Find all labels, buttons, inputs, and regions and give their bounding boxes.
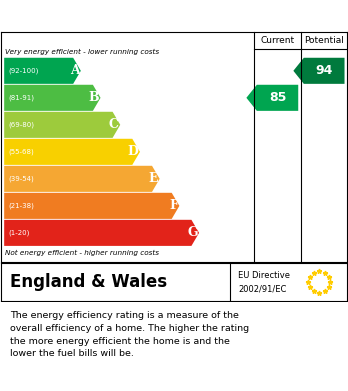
Polygon shape [293, 58, 345, 84]
Polygon shape [246, 85, 298, 111]
Text: A: A [70, 64, 79, 77]
Text: Current: Current [260, 36, 295, 45]
Text: (69-80): (69-80) [8, 122, 34, 128]
Polygon shape [4, 85, 101, 111]
Text: C: C [109, 118, 119, 131]
Text: (92-100): (92-100) [8, 68, 39, 74]
Text: (21-38): (21-38) [8, 203, 34, 209]
Polygon shape [4, 58, 81, 84]
Text: F: F [169, 199, 178, 212]
Polygon shape [4, 166, 160, 192]
Text: E: E [149, 172, 158, 185]
Polygon shape [4, 193, 179, 219]
Text: B: B [88, 91, 99, 104]
Text: England & Wales: England & Wales [10, 273, 168, 291]
Text: Not energy efficient - higher running costs: Not energy efficient - higher running co… [5, 250, 159, 256]
Text: Very energy efficient - lower running costs: Very energy efficient - lower running co… [5, 49, 159, 55]
Text: (55-68): (55-68) [8, 149, 34, 155]
Polygon shape [4, 112, 120, 138]
Polygon shape [4, 220, 199, 246]
Text: Potential: Potential [304, 36, 344, 45]
Polygon shape [4, 139, 140, 165]
Text: 85: 85 [269, 91, 286, 104]
Text: 94: 94 [316, 64, 333, 77]
Text: 2002/91/EC: 2002/91/EC [238, 285, 287, 294]
Text: D: D [128, 145, 139, 158]
Text: (39-54): (39-54) [8, 176, 34, 182]
Text: (81-91): (81-91) [8, 95, 34, 101]
Text: G: G [187, 226, 198, 239]
Text: EU Directive: EU Directive [238, 271, 290, 280]
Text: Energy Efficiency Rating: Energy Efficiency Rating [10, 9, 220, 23]
Text: (1-20): (1-20) [8, 230, 30, 236]
Text: The energy efficiency rating is a measure of the
overall efficiency of a home. T: The energy efficiency rating is a measur… [10, 311, 250, 359]
